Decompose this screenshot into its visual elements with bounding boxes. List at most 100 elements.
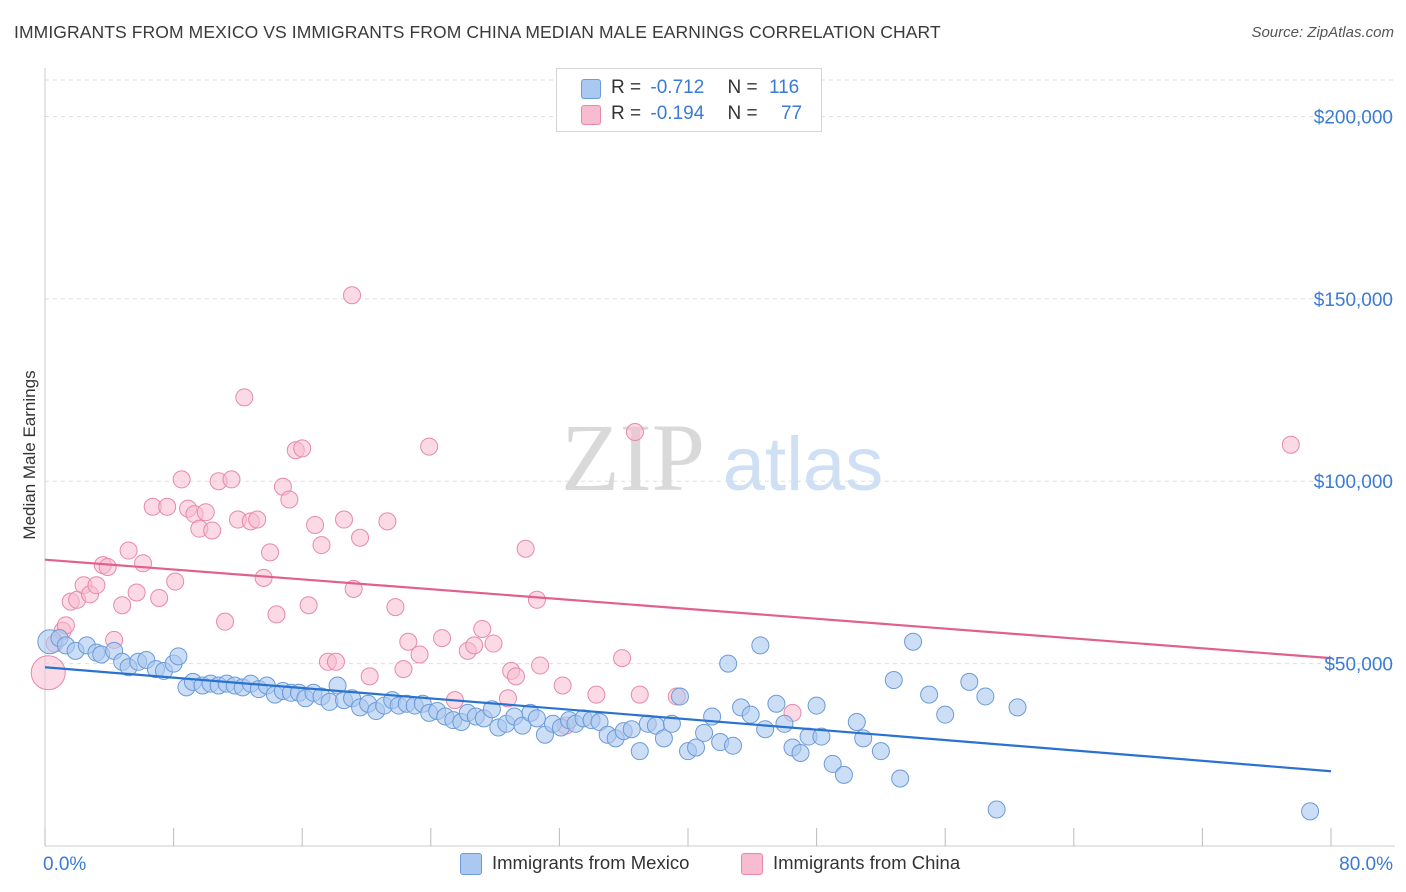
mexico-point bbox=[482, 700, 501, 719]
chart-title: IMMIGRANTS FROM MEXICO VS IMMIGRANTS FRO… bbox=[14, 22, 941, 42]
tick-labels: $50,000 $100,000 $150,000 $200,000 0.0% 80.0% bbox=[43, 107, 1393, 875]
china-point bbox=[119, 541, 138, 560]
china-point bbox=[498, 689, 517, 708]
china-point bbox=[613, 649, 632, 668]
china-point bbox=[378, 512, 397, 531]
mexico-point bbox=[670, 687, 689, 706]
mexico-point bbox=[775, 714, 794, 733]
mexico-point bbox=[884, 671, 903, 690]
r-label: R = bbox=[611, 77, 642, 98]
china-point bbox=[433, 629, 452, 648]
mexico-point bbox=[936, 705, 955, 724]
mexico-trend-line bbox=[44, 666, 1332, 773]
mexico-point bbox=[1301, 802, 1320, 821]
china-point bbox=[98, 557, 117, 576]
mexico-point bbox=[741, 705, 760, 724]
mexico-point bbox=[812, 727, 831, 746]
n-label: N = bbox=[727, 103, 758, 124]
china-point bbox=[334, 510, 353, 529]
china-point bbox=[150, 588, 169, 607]
mexico-point bbox=[891, 769, 910, 788]
china-point bbox=[360, 667, 379, 686]
stats-legend: R = -0.712 N = 116 R = -0.194 N = 77 bbox=[556, 68, 822, 132]
mexico-point bbox=[687, 738, 706, 757]
china-point bbox=[473, 619, 492, 638]
n-value: 116 bbox=[768, 77, 800, 98]
china-swatch bbox=[581, 105, 601, 125]
mexico-point bbox=[960, 672, 979, 691]
mexico-point bbox=[662, 714, 681, 733]
mexico-point bbox=[719, 654, 738, 673]
china-legend-swatch bbox=[741, 853, 763, 875]
china-point bbox=[166, 572, 185, 591]
china-point bbox=[127, 583, 146, 602]
china-point bbox=[280, 490, 299, 509]
n-label: N = bbox=[727, 77, 758, 98]
china-point bbox=[87, 576, 106, 595]
china-point bbox=[299, 596, 318, 615]
mexico-point bbox=[920, 685, 939, 704]
china-point bbox=[113, 596, 132, 615]
y-tick-label: $50,000 bbox=[1324, 655, 1393, 676]
x-tick-label-max: 80.0% bbox=[1339, 854, 1393, 875]
mexico-point bbox=[791, 743, 810, 762]
r-value: -0.712 bbox=[650, 77, 705, 98]
source-label: Source: ZipAtlas.com bbox=[1251, 24, 1394, 41]
mexico-point bbox=[976, 687, 995, 706]
mexico-point bbox=[590, 712, 609, 731]
china-point bbox=[386, 598, 405, 617]
mexico-point bbox=[847, 712, 866, 731]
mexico-point bbox=[622, 720, 641, 739]
china-point bbox=[625, 422, 644, 441]
mexico-point bbox=[987, 800, 1006, 819]
watermark-atlas: atlas bbox=[723, 422, 884, 507]
china-point bbox=[420, 437, 439, 456]
china-point bbox=[248, 510, 267, 529]
mexico-point bbox=[767, 694, 786, 713]
y-tick-label: $100,000 bbox=[1314, 472, 1393, 493]
china-point bbox=[293, 439, 312, 458]
mexico-point bbox=[823, 754, 842, 773]
legend-label-mexico: Immigrants from Mexico bbox=[492, 852, 690, 873]
china-point bbox=[158, 497, 177, 516]
china-point bbox=[484, 634, 503, 653]
china-point bbox=[172, 470, 191, 489]
china-point bbox=[196, 503, 215, 522]
china-point bbox=[203, 521, 222, 540]
china-point bbox=[235, 388, 254, 407]
mexico-point bbox=[169, 647, 188, 666]
china-point bbox=[326, 652, 345, 671]
stats-text-china: R = -0.194 N = 77 bbox=[611, 103, 802, 125]
y-tick-label: $200,000 bbox=[1314, 107, 1393, 128]
r-value: -0.194 bbox=[650, 103, 705, 124]
china-point bbox=[1281, 435, 1300, 454]
y-axis-label: Median Male Earnings bbox=[20, 370, 39, 540]
mexico-point bbox=[527, 709, 546, 728]
china-point bbox=[261, 543, 280, 562]
china-point bbox=[516, 539, 535, 558]
mexico-series bbox=[37, 629, 1320, 821]
china-point bbox=[527, 590, 546, 609]
china-point bbox=[465, 636, 484, 655]
china-point bbox=[531, 656, 550, 675]
china-point bbox=[394, 660, 413, 679]
mexico-point bbox=[807, 696, 826, 715]
mexico-point bbox=[724, 736, 743, 755]
axes bbox=[44, 68, 1395, 847]
stats-text-mexico: R = -0.712 N = 116 bbox=[611, 77, 799, 99]
watermark: ZIP atlas bbox=[561, 404, 883, 511]
watermark-zip: ZIP bbox=[561, 404, 705, 511]
china-point bbox=[306, 516, 325, 535]
china-point bbox=[399, 632, 418, 651]
china-series bbox=[30, 286, 1300, 735]
mexico-point bbox=[751, 636, 770, 655]
mexico-point bbox=[834, 765, 853, 784]
mexico-point bbox=[513, 716, 532, 735]
china-point bbox=[410, 645, 429, 664]
mexico-point bbox=[904, 632, 923, 651]
china-trend-line bbox=[44, 558, 1332, 660]
china-point bbox=[630, 685, 649, 704]
mexico-point bbox=[1008, 698, 1027, 717]
legend-label-china: Immigrants from China bbox=[773, 852, 961, 873]
